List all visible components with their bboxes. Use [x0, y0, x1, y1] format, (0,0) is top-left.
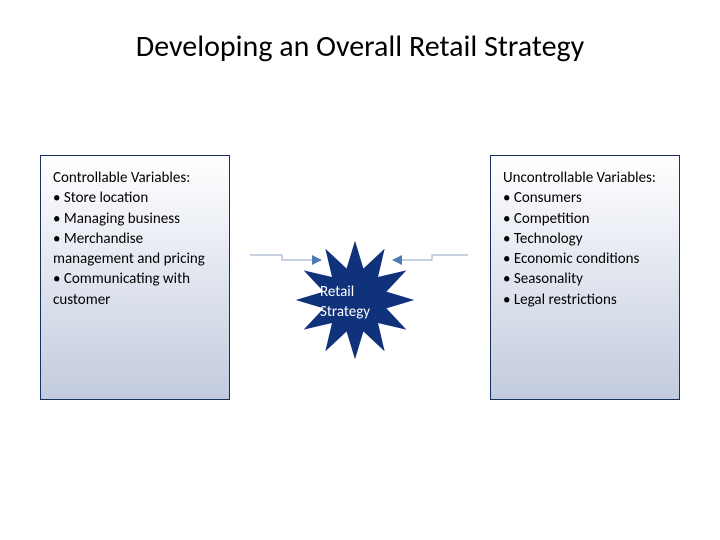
center-label-line1: Retail [320, 283, 354, 301]
center-label-line2: Strategy [320, 303, 370, 321]
retail-strategy-label: Retail Strategy [320, 283, 370, 322]
